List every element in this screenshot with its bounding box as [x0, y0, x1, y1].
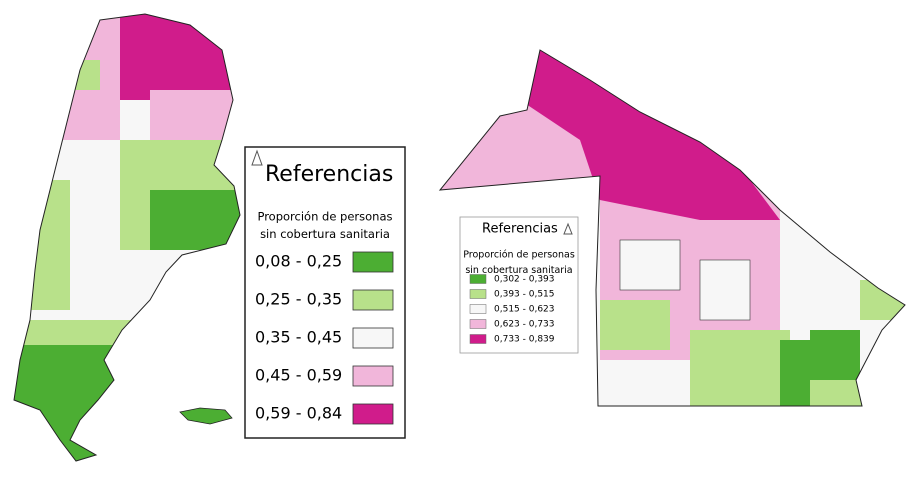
legend-swatch: [469, 304, 487, 314]
legend-swatch: [469, 319, 487, 329]
legend: Referencias Proporción de personas sin cob…: [244, 146, 406, 439]
argentina-outline: [13, 13, 241, 462]
legend: Referencias Proporción de personas sin cob…: [459, 216, 579, 354]
legend-swatch: [352, 403, 394, 425]
legend-box: [459, 216, 579, 354]
legend-label: 0,45 - 0,59: [255, 366, 342, 385]
argentina-map: [14, 14, 240, 461]
legend-swatch: [352, 327, 394, 349]
legend-swatch: [469, 274, 487, 284]
legend-swatch: [352, 289, 394, 311]
legend-swatch: [352, 365, 394, 387]
legend-swatch: [352, 251, 394, 273]
legend-title: Referencias: [265, 162, 393, 187]
legend-label: 0,59 - 0,84: [255, 404, 342, 423]
legend-label: 0,733 - 0,839: [494, 335, 555, 345]
legend-subtitle: sin cobertura sanitaria: [260, 227, 390, 241]
legend-swatch: [469, 289, 487, 299]
north-arrow: [251, 149, 263, 166]
legend-label: 0,35 - 0,45: [255, 328, 342, 347]
legend-title: Referencias: [482, 222, 558, 237]
north-arrow: [563, 222, 573, 235]
legend-subtitle: Proporción de personas: [463, 250, 575, 261]
legend-subtitle: sin cobertura sanitaria: [465, 265, 572, 276]
chaco-outline: [438, 49, 906, 407]
legend-label: 0,25 - 0,35: [255, 290, 342, 309]
legend-label: 0,623 - 0,733: [494, 320, 555, 330]
legend-label: 0,515 - 0,623: [494, 305, 555, 315]
legend-label: 0,393 - 0,515: [494, 290, 555, 300]
legend-swatch: [469, 334, 487, 344]
legend-label: 0,302 - 0,393: [494, 275, 555, 285]
legend-label: 0,08 - 0,25: [255, 252, 342, 271]
legend-subtitle: Proporción de personas: [257, 210, 392, 224]
malvinas: [179, 407, 233, 425]
